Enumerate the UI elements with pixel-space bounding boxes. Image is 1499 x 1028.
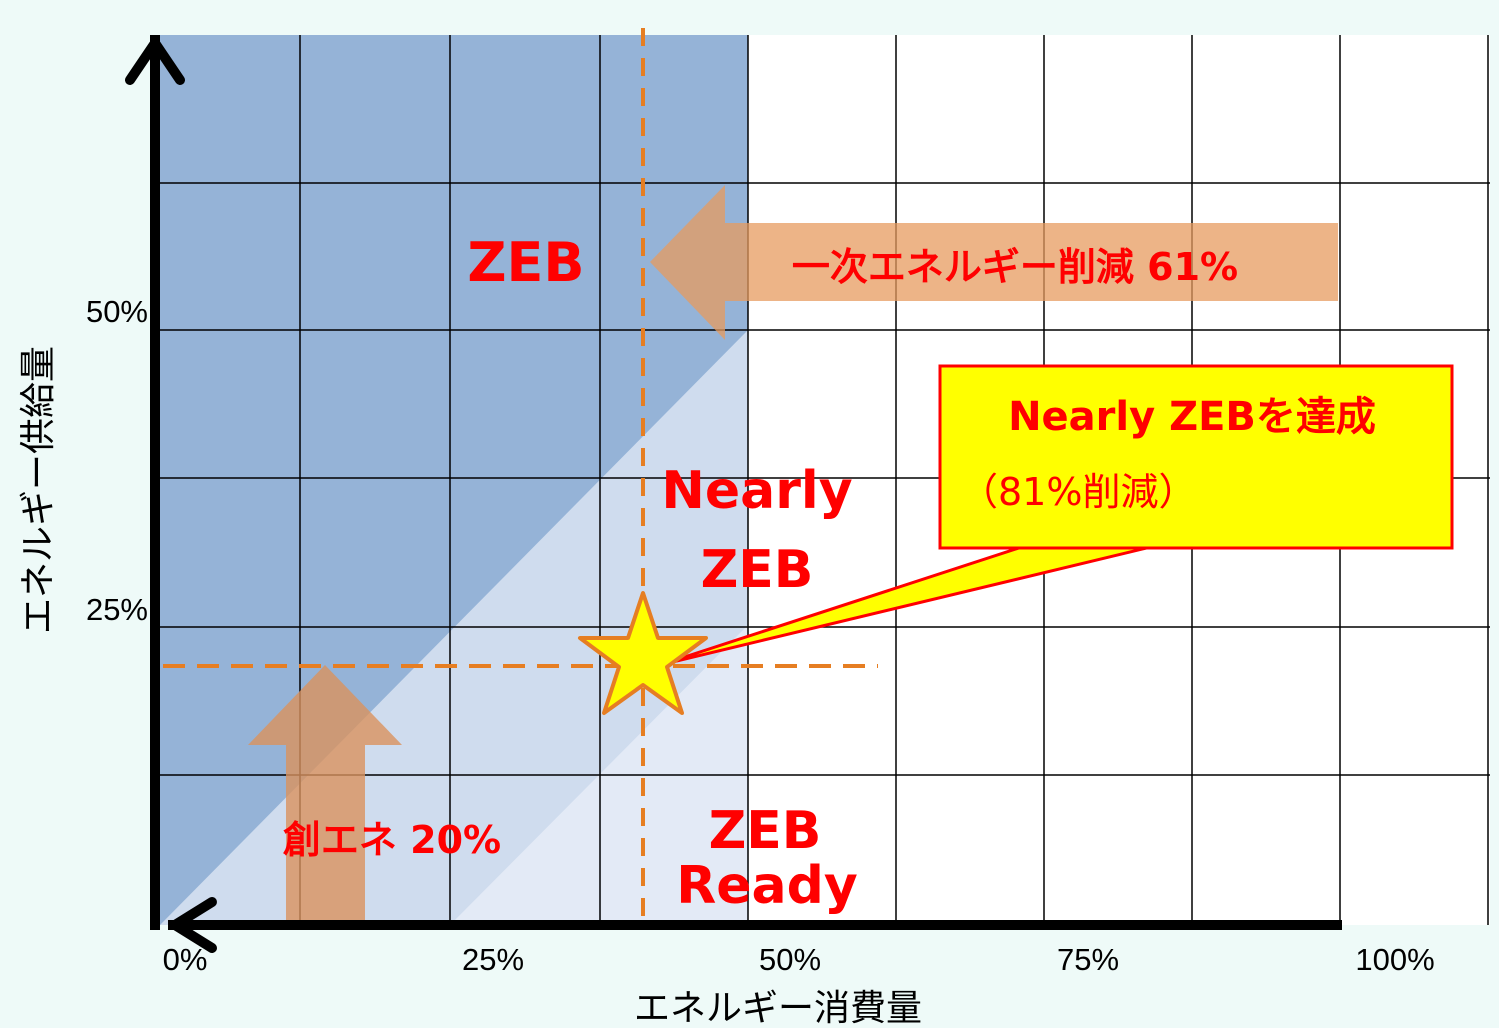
x-tick-25: 25% bbox=[462, 942, 524, 977]
x-axis-title: エネルギー消費量 bbox=[634, 988, 922, 1028]
x-tick-100: 100% bbox=[1355, 942, 1434, 977]
y-axis-title: エネルギー供給量 bbox=[18, 346, 59, 634]
zeb-ready-label-line2: Ready bbox=[676, 856, 858, 916]
nearly-zeb-label-line2: ZEB bbox=[701, 540, 814, 600]
star-marker bbox=[578, 591, 708, 715]
y-tick-50: 50% bbox=[86, 294, 148, 329]
callout-seam bbox=[1023, 540, 1157, 546]
x-tick-0: 0% bbox=[163, 942, 208, 977]
zeb-label: ZEB bbox=[467, 231, 584, 294]
primary-energy-reduction-label: 一次エネルギー削減 61% bbox=[792, 245, 1238, 289]
zeb-ready-label-line1: ZEB bbox=[709, 801, 822, 861]
x-tick-50: 50% bbox=[759, 942, 821, 977]
callout-title: Nearly ZEBを達成 bbox=[1008, 394, 1376, 440]
callout-subtitle: （81%削減） bbox=[960, 470, 1196, 514]
y-axis-arrowhead bbox=[125, 38, 185, 85]
callout-box bbox=[938, 364, 1454, 550]
primary-energy-reduction-arrow bbox=[650, 185, 1338, 340]
y-tick-25: 25% bbox=[86, 592, 148, 627]
x-axis-arrowhead bbox=[170, 897, 217, 953]
x-tick-75: 75% bbox=[1057, 942, 1119, 977]
nearly-zeb-label-line1: Nearly bbox=[661, 461, 852, 521]
energy-creation-label: 創エネ 20% bbox=[283, 818, 501, 862]
energy-creation-arrow bbox=[248, 665, 402, 925]
